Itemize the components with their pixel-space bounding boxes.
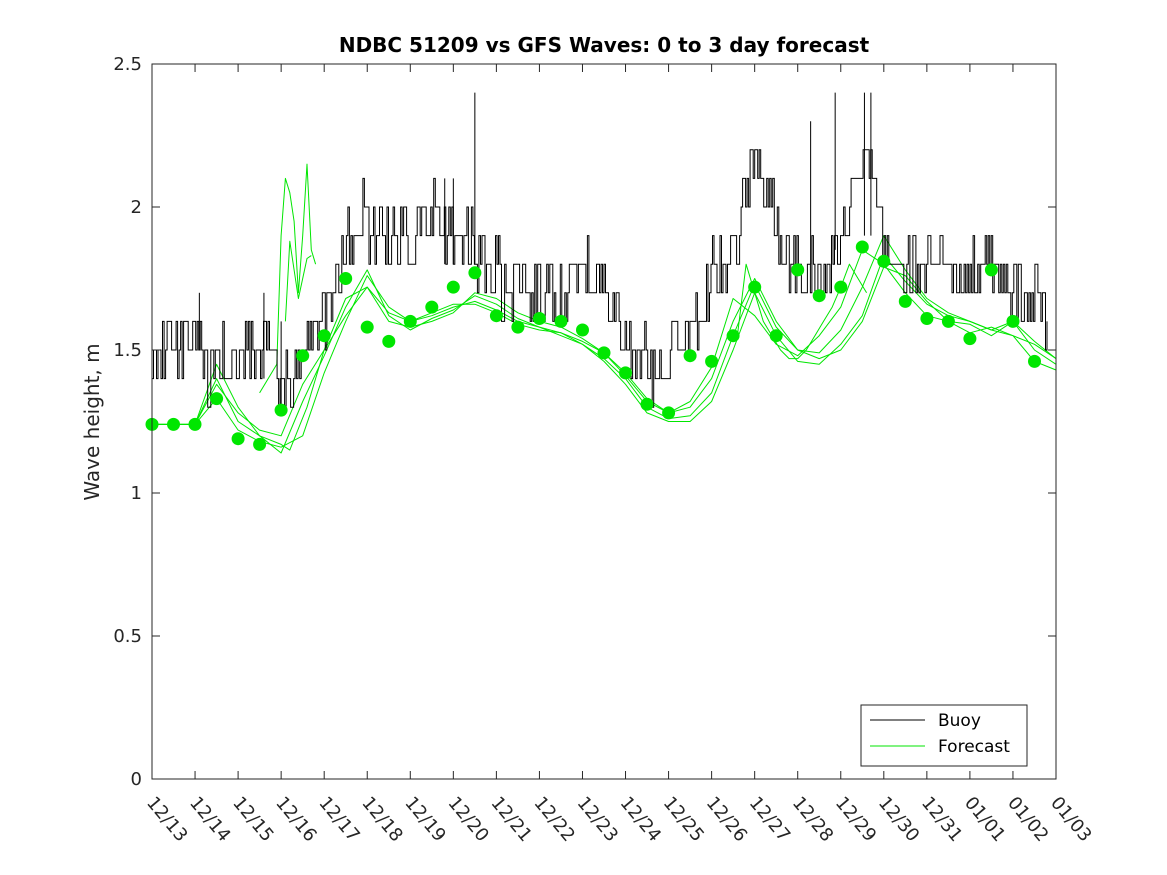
- forecast-marker: [984, 263, 998, 277]
- forecast-marker: [403, 314, 417, 328]
- y-tick-label: 2.5: [113, 54, 142, 75]
- forecast-marker: [167, 417, 180, 431]
- buoy-line: [152, 92, 1048, 408]
- forecast-marker: [317, 329, 331, 343]
- forecast-marker: [963, 332, 977, 346]
- forecast-run-line: [284, 240, 312, 322]
- forecast-marker: [425, 300, 439, 314]
- forecast-marker: [877, 254, 891, 268]
- forecast-marker: [532, 312, 546, 325]
- forecast-marker: [382, 334, 396, 348]
- forecast-marker: [597, 346, 611, 360]
- forecast-marker: [683, 349, 697, 363]
- forecast-marker: [640, 397, 654, 411]
- forecast-marker: [1006, 314, 1020, 328]
- forecast-marker: [231, 432, 245, 446]
- forecast-marker: [791, 263, 805, 277]
- forecast-marker: [188, 417, 202, 431]
- forecast-marker: [296, 349, 310, 363]
- forecast-marker: [489, 309, 503, 323]
- forecast-marker: [812, 289, 826, 303]
- forecast-marker: [446, 280, 460, 294]
- y-tick-label: 0.5: [113, 626, 142, 647]
- forecast-marker: [855, 240, 869, 254]
- legend-buoy-label: Buoy: [938, 711, 981, 731]
- forecast-marker: [748, 280, 762, 294]
- forecast-marker: [576, 323, 589, 337]
- y-tick-label: 1.5: [113, 340, 142, 361]
- buoy-trace: [152, 149, 1048, 408]
- legend-forecast-label: Forecast: [938, 737, 1010, 757]
- y-axis: 0 0.5 1 1.5 2 2.5: [113, 54, 1056, 790]
- y-axis-label: Wave height, m: [80, 343, 104, 500]
- y-tick-label: 1: [131, 483, 142, 504]
- forecast-marker: [941, 314, 955, 328]
- y-tick-label: 2: [131, 197, 142, 218]
- forecast-marker: [898, 294, 912, 308]
- forecast-run-line: [152, 235, 1057, 437]
- forecast-run-line: [259, 163, 317, 394]
- forecast-marker: [274, 403, 288, 417]
- plot-frame: [151, 63, 1057, 780]
- forecast-marker: [920, 312, 934, 325]
- forecast-run-line: [152, 266, 1057, 448]
- forecast-marker: [726, 329, 740, 343]
- forecast-marker: [834, 280, 848, 294]
- chart-title: NDBC 51209 vs GFS Waves: 0 to 3 day fore…: [339, 33, 870, 57]
- forecast-marker: [554, 314, 568, 328]
- legend-box: [860, 704, 1028, 767]
- forecast-marker: [339, 272, 353, 285]
- forecast-marker: [360, 320, 374, 334]
- legend: Buoy Forecast: [860, 704, 1028, 767]
- forecast-markers: [145, 240, 1041, 451]
- forecast-marker: [619, 366, 632, 380]
- forecast-marker: [705, 354, 719, 368]
- forecast-marker: [253, 437, 267, 451]
- plot-area: [152, 64, 1056, 779]
- forecast-marker: [468, 266, 482, 280]
- forecast-marker: [511, 320, 525, 334]
- forecast-marker: [1028, 354, 1041, 368]
- forecast-marker: [662, 406, 676, 420]
- forecast-marker: [210, 392, 224, 406]
- forecast-run-line: [736, 263, 868, 360]
- forecast-marker: [769, 329, 783, 343]
- forecast-run-line: [152, 255, 1057, 454]
- y-tick-label: 0: [131, 769, 142, 790]
